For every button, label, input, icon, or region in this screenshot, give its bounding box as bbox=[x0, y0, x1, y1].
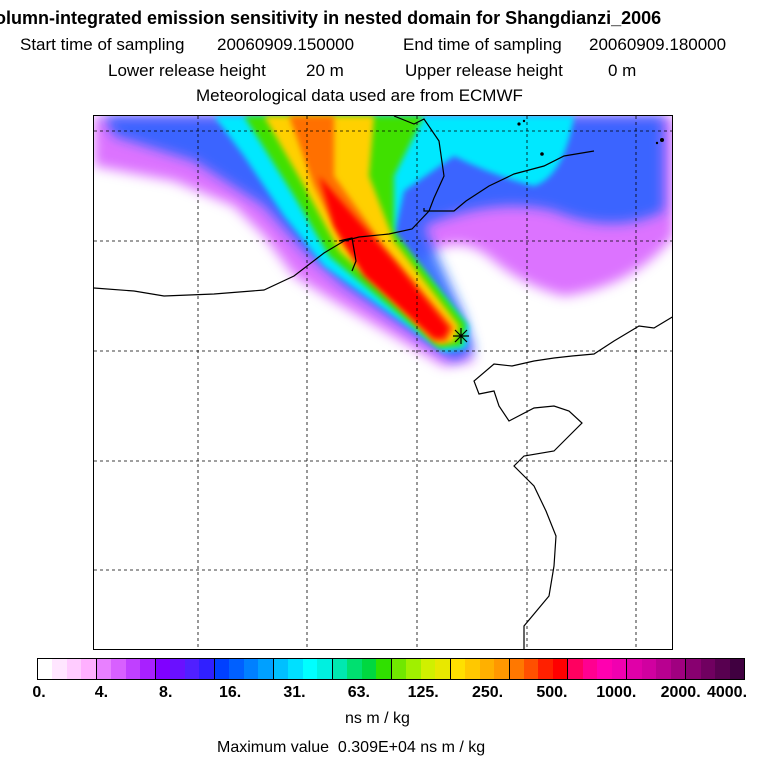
colorbar-tick-label: 125. bbox=[407, 684, 439, 701]
upper-release-value: 0 m bbox=[608, 61, 637, 80]
colorbar-swatch bbox=[52, 659, 67, 679]
colorbar-swatch bbox=[229, 659, 244, 679]
colorbar-swatch bbox=[686, 659, 701, 679]
colorbar-swatch bbox=[38, 659, 53, 679]
colorbar-swatch bbox=[199, 659, 215, 679]
colorbar-tick-label: 1000. bbox=[596, 684, 637, 701]
colorbar-swatch bbox=[509, 659, 524, 679]
lower-release-value: 20 m bbox=[306, 61, 344, 80]
max-value-line: Maximum value 0.309E+04 ns m / kg bbox=[217, 739, 485, 757]
colorbar-swatch bbox=[597, 659, 612, 679]
colorbar-swatch bbox=[376, 659, 392, 679]
colorbar-tick-label: 31. bbox=[283, 684, 306, 701]
colorbar-swatch bbox=[111, 659, 126, 679]
colorbar-swatch bbox=[538, 659, 553, 679]
colorbar-swatch bbox=[406, 659, 421, 679]
colorbar-tick-label: 8. bbox=[159, 684, 173, 701]
colorbar-swatch bbox=[361, 659, 377, 679]
colorbar-swatch bbox=[243, 659, 259, 679]
colorbar-tick-label: 250. bbox=[471, 684, 504, 701]
receptor-star-icon[interactable] bbox=[453, 328, 469, 344]
max-value-number: 0.309E+04 bbox=[337, 739, 416, 756]
colorbar-swatch bbox=[715, 659, 730, 679]
colorbar-swatch bbox=[214, 659, 230, 679]
colorbar-tick-label: 4000. bbox=[706, 684, 748, 701]
colorbar-swatch bbox=[465, 659, 480, 679]
colorbar-swatch bbox=[125, 659, 141, 679]
plot-title: Column-integrated emission sensitivity i… bbox=[0, 8, 662, 28]
colorbar-swatch bbox=[582, 659, 598, 679]
colorbar-swatch bbox=[288, 659, 303, 679]
colorbar-tick-label: 500. bbox=[536, 684, 568, 701]
colorbar-swatch bbox=[700, 659, 716, 679]
colorbar-swatch bbox=[641, 659, 657, 679]
colorbar-swatch bbox=[347, 659, 362, 679]
plume-layer-red bbox=[319, 176, 449, 338]
colorbar-swatch bbox=[273, 659, 289, 679]
colorbar-unit: ns m / kg bbox=[345, 710, 410, 727]
colorbar-swatch bbox=[420, 659, 436, 679]
lower-release-label: Lower release height bbox=[108, 61, 266, 80]
colorbar-tick-label: 0. bbox=[32, 684, 46, 701]
islands bbox=[517, 119, 664, 156]
met-data-line: Meteorological data used are from ECMWF bbox=[196, 86, 523, 105]
colorbar-swatch bbox=[523, 659, 539, 679]
upper-release-label: Upper release height bbox=[405, 61, 563, 80]
colorbar-tick-label: 4. bbox=[94, 684, 109, 701]
colorbar-tick-label: 63. bbox=[347, 684, 370, 701]
colorbar-swatch bbox=[332, 659, 348, 679]
start-time-value: 20060909.150000 bbox=[217, 35, 355, 54]
end-time-label: End time of sampling bbox=[403, 35, 562, 54]
map-panel[interactable] bbox=[93, 115, 673, 650]
colorbar-swatch bbox=[656, 659, 671, 679]
colorbar-swatch bbox=[611, 659, 628, 679]
end-time-value: 20060909.180000 bbox=[589, 35, 727, 54]
colorbar-swatch bbox=[627, 659, 642, 679]
colorbar-swatch bbox=[81, 659, 97, 679]
coastline bbox=[94, 116, 672, 649]
colorbar-swatch bbox=[170, 659, 185, 679]
max-value-label: Maximum value bbox=[217, 739, 330, 756]
colorbar-swatch bbox=[670, 659, 687, 679]
colorbar-swatch bbox=[302, 659, 318, 679]
colorbar-swatch bbox=[317, 659, 333, 679]
colorbar-swatch bbox=[391, 659, 407, 679]
colorbar-tick-label: 16. bbox=[218, 684, 242, 701]
colorbar-swatch bbox=[494, 659, 510, 679]
map-canvas bbox=[94, 116, 672, 649]
colorbar-swatch bbox=[184, 659, 200, 679]
gridlines bbox=[94, 116, 672, 649]
colorbar-swatch bbox=[729, 659, 745, 679]
colorbar-swatch bbox=[258, 659, 274, 679]
colorbar-swatch bbox=[96, 659, 112, 679]
colorbar-swatch bbox=[155, 659, 171, 679]
colorbar bbox=[37, 658, 745, 680]
colorbar-swatch bbox=[435, 659, 451, 679]
colorbar-swatch bbox=[568, 659, 583, 679]
colorbar-swatch bbox=[450, 659, 466, 679]
colorbar-swatch bbox=[552, 659, 569, 679]
colorbar-tick-label: 2000. bbox=[660, 684, 701, 701]
start-time-label: Start time of sampling bbox=[20, 35, 185, 54]
colorbar-swatch bbox=[140, 659, 156, 679]
max-value-unit: ns m / kg bbox=[420, 739, 486, 756]
colorbar-swatch bbox=[479, 659, 495, 679]
colorbar-swatch bbox=[66, 659, 82, 679]
